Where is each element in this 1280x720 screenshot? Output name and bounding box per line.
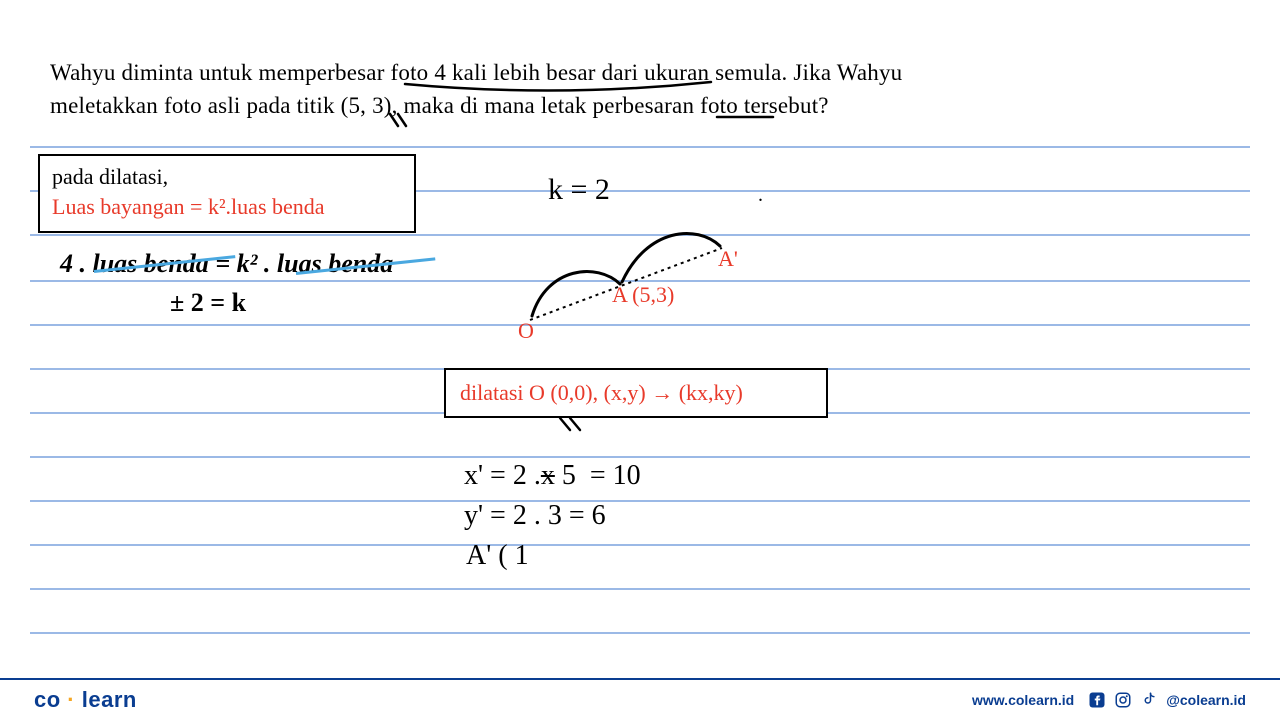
diagram-label-O: O [518,318,534,344]
rule-line [30,500,1250,502]
footer: co · learn www.colearn.id @colearn.id [0,678,1280,720]
underline-curve-2 [715,110,775,124]
page: Wahyu diminta untuk memperbesar foto 4 k… [0,0,1280,720]
social-icons: @colearn.id [1088,691,1246,709]
facebook-icon [1088,691,1106,709]
calc-line1: x' = 2 .x 5 = 10 [464,460,641,492]
rule-line [30,456,1250,458]
formula-box: dilatasi O (0,0), (x,y) → (kx,ky) [444,368,828,418]
rule-line [30,146,1250,148]
hand-eq1: 4 . luas benda = k² . luas benda [60,249,393,279]
question-line-2: meletakkan foto asli pada titik (5, 3), … [50,93,829,118]
rule-line [30,588,1250,590]
dilation-diagram: O A (5,3) A' [512,222,742,342]
calc-line2: y' = 2 . 3 = 6 [464,500,606,532]
logo-part-a: co [34,687,61,712]
diagram-label-Ap: A' [718,246,738,272]
hand-eq2: ± 2 = k [170,288,246,318]
rule-line [30,632,1250,634]
footer-url: www.colearn.id [972,692,1074,708]
logo-part-b: learn [82,687,137,712]
formula-text: dilatasi O (0,0), (x,y) → (kx,ky) [460,380,743,405]
diagram-label-A: A (5,3) [612,282,674,308]
dot-mark: . [758,184,763,207]
box1-line2: Luas bayangan = k².luas benda [52,192,402,222]
tick-marks-formula [556,416,590,437]
footer-right: www.colearn.id @colearn.id [972,691,1246,709]
tick-marks-53 [386,112,416,133]
footer-handle: @colearn.id [1166,692,1246,708]
definition-box: pada dilatasi, Luas bayangan = k².luas b… [38,154,416,233]
brand-logo: co · learn [34,687,137,713]
rule-line [30,544,1250,546]
calc-line3: A' ( 1 [466,540,529,572]
hand-eq1-left: 4 . luas benda [60,249,209,278]
tiktok-icon [1140,691,1158,709]
box1-line1: pada dilatasi, [52,162,402,192]
underline-curve-1 [403,80,713,94]
instagram-icon [1114,691,1132,709]
logo-dot: · [61,687,82,712]
hand-k-eq: k = 2 [548,173,610,207]
